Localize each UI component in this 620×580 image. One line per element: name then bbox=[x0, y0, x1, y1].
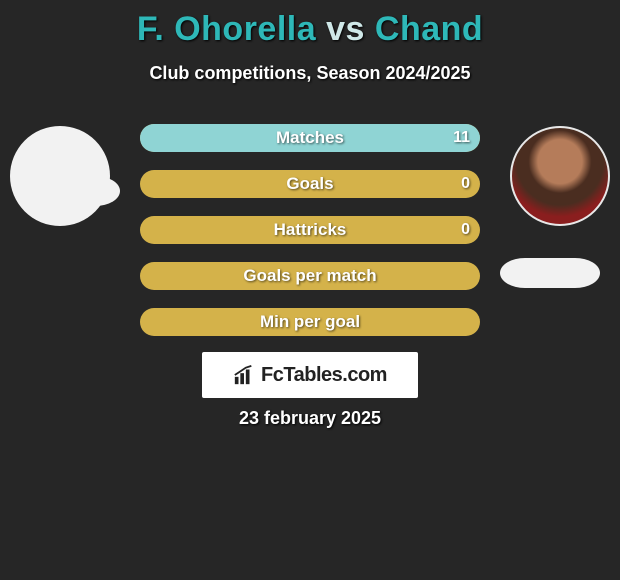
stat-bar-row: Min per goal bbox=[140, 308, 480, 336]
logo-text: FcTables.com bbox=[261, 364, 387, 387]
bar-value-right: 0 bbox=[461, 170, 470, 198]
stat-bar-row: Goals per match bbox=[140, 262, 480, 290]
subtitle: Club competitions, Season 2024/2025 bbox=[0, 63, 620, 84]
bar-label: Goals bbox=[140, 170, 480, 198]
stat-bars: Matches11Goals0Hattricks0Goals per match… bbox=[140, 124, 480, 354]
bar-value-right: 11 bbox=[453, 124, 470, 152]
bar-label: Goals per match bbox=[140, 262, 480, 290]
player2-flag bbox=[500, 258, 600, 288]
player2-avatar bbox=[510, 126, 610, 226]
bar-label: Matches bbox=[140, 124, 480, 152]
vs-text: vs bbox=[326, 10, 365, 48]
date-text: 23 february 2025 bbox=[0, 408, 620, 429]
chart-icon bbox=[233, 364, 255, 386]
bar-label: Hattricks bbox=[140, 216, 480, 244]
player1-flag bbox=[20, 176, 120, 206]
fctables-logo[interactable]: FcTables.com bbox=[202, 352, 418, 398]
bar-value-right: 0 bbox=[461, 216, 470, 244]
comparison-title: F. Ohorella vs Chand bbox=[0, 0, 620, 49]
bar-label: Min per goal bbox=[140, 308, 480, 336]
player1-name: F. Ohorella bbox=[137, 10, 316, 48]
stat-bar-row: Matches11 bbox=[140, 124, 480, 152]
player2-name: Chand bbox=[375, 10, 483, 48]
stat-bar-row: Goals0 bbox=[140, 170, 480, 198]
stat-bar-row: Hattricks0 bbox=[140, 216, 480, 244]
